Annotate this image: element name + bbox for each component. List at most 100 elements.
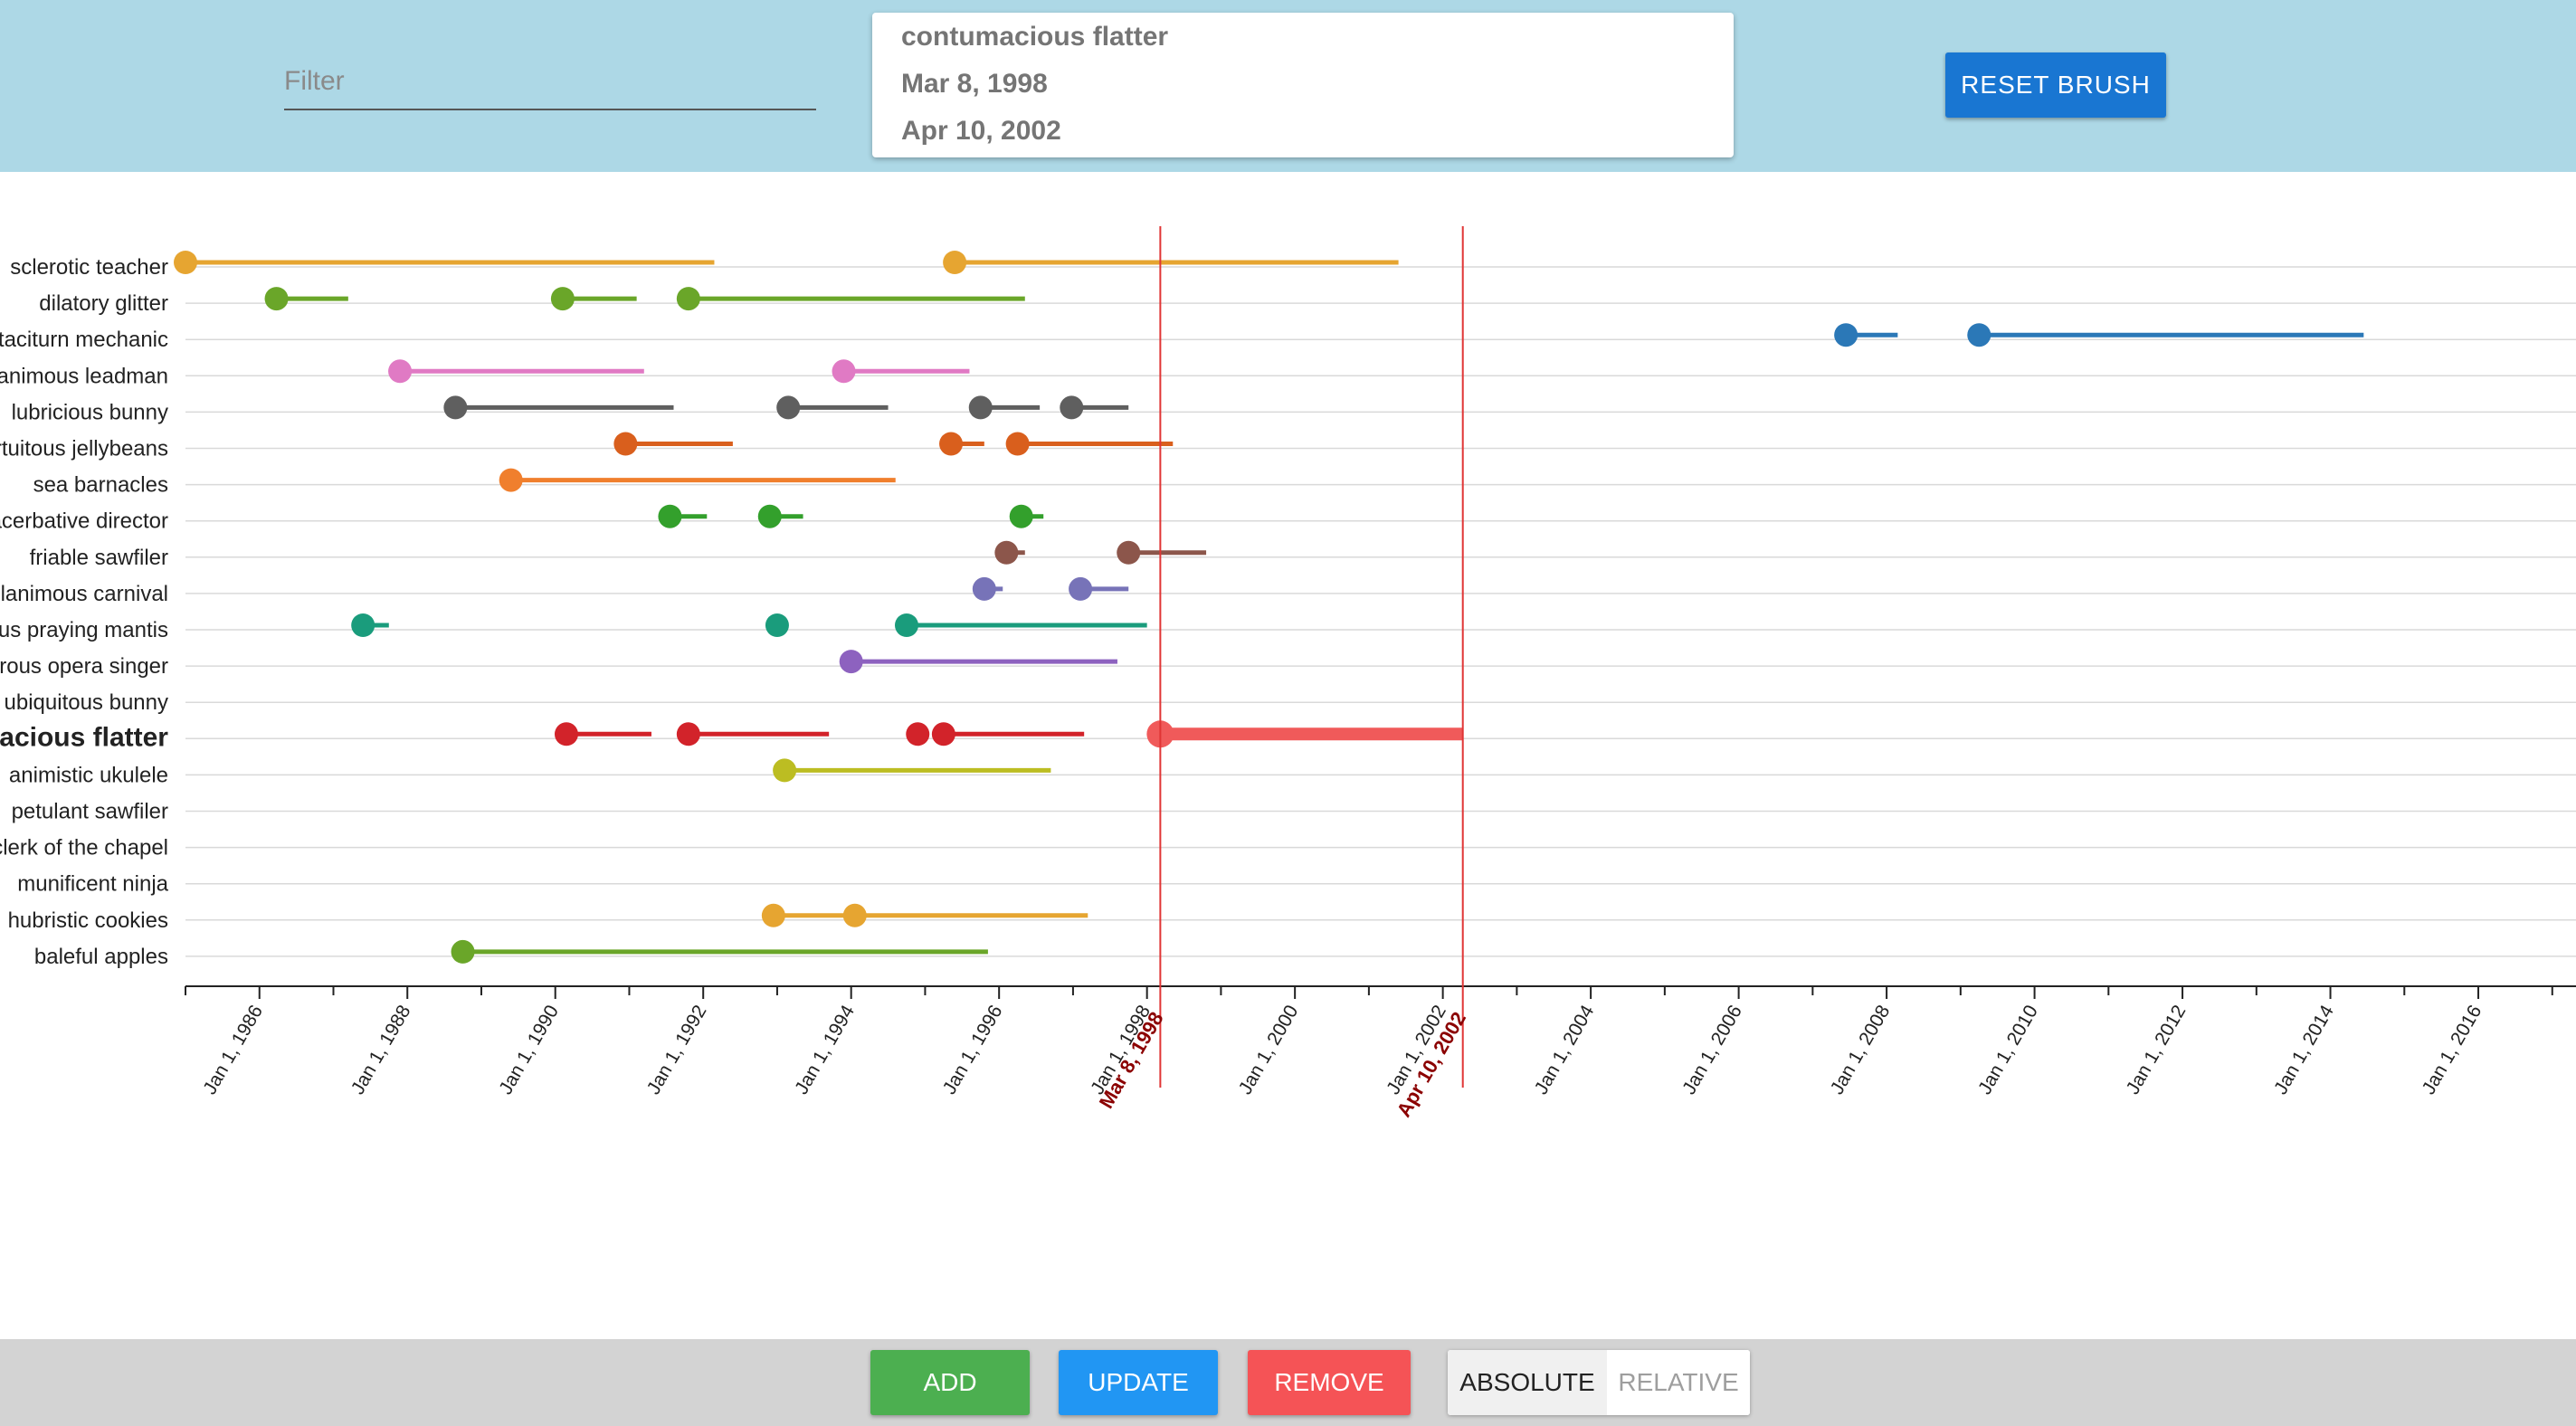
update-button[interactable]: UPDATE bbox=[1059, 1350, 1218, 1415]
x-tick-label: Jan 1, 1994 bbox=[791, 1002, 859, 1098]
x-tick-label: Jan 1, 1988 bbox=[347, 1002, 415, 1098]
event-marker[interactable] bbox=[351, 613, 375, 637]
reset-brush-button[interactable]: RESET BRUSH bbox=[1945, 52, 2166, 118]
event-marker[interactable] bbox=[906, 722, 930, 746]
event-marker[interactable] bbox=[939, 432, 964, 456]
row-label[interactable]: sea barnacles bbox=[33, 473, 168, 498]
row-label[interactable]: lubricious bunny bbox=[12, 400, 168, 424]
timeline-row: hubristic cookies bbox=[8, 903, 2576, 933]
event-marker[interactable] bbox=[1069, 576, 1093, 601]
event-marker[interactable] bbox=[1117, 540, 1141, 565]
row-label[interactable]: munificent ninja bbox=[17, 872, 168, 897]
timeline-row: taciturn mechanic bbox=[0, 323, 2576, 352]
row-label[interactable]: contumacious flatter bbox=[0, 722, 168, 752]
timeline-row: clerk of the chapel bbox=[0, 836, 2576, 860]
remove-button[interactable]: REMOVE bbox=[1248, 1350, 1411, 1415]
event-marker[interactable] bbox=[264, 287, 289, 311]
x-axis: Jan 1, 1986 Jan 1, 1988 Jan 1, 1990 Jan 1, … bbox=[185, 985, 2576, 1098]
row-label[interactable]: ubiquitous bunny bbox=[5, 690, 168, 715]
timeline-chart[interactable]: sclerotic teacher dilatory glitter tacitur… bbox=[0, 172, 2576, 1339]
event-marker[interactable] bbox=[943, 251, 967, 274]
x-tick-label: Jan 1, 2000 bbox=[1235, 1002, 1303, 1098]
row-label[interactable]: hubristic cookies bbox=[8, 908, 168, 933]
selection-name: contumacious flatter bbox=[901, 22, 1169, 52]
event-marker[interactable] bbox=[931, 722, 955, 746]
filter-input[interactable] bbox=[284, 54, 816, 110]
timeline-row: exacerbative director bbox=[0, 504, 2576, 534]
x-tick-label: Jan 1, 2004 bbox=[1531, 1002, 1599, 1098]
filter-field[interactable] bbox=[284, 54, 816, 112]
x-tick-label: Jan 1, 1990 bbox=[495, 1002, 563, 1098]
timeline-row: obstreperous opera singer bbox=[0, 650, 2576, 679]
row-label[interactable]: petulant sawfiler bbox=[12, 800, 168, 824]
event-marker[interactable] bbox=[613, 432, 638, 456]
row-label[interactable]: pusillanimous leadman bbox=[0, 364, 168, 388]
timeline-row: sclerotic teacher bbox=[10, 251, 2576, 280]
add-button[interactable]: ADD bbox=[870, 1350, 1030, 1415]
timeline-row: animistic ukulele bbox=[9, 758, 2576, 787]
event-marker[interactable] bbox=[994, 540, 1019, 565]
event-marker[interactable] bbox=[761, 903, 785, 927]
timeline-row: sea barnacles bbox=[33, 468, 2576, 498]
row-label[interactable]: obstreperous opera singer bbox=[0, 654, 168, 679]
x-tick-label: Jan 1, 2010 bbox=[1974, 1002, 2042, 1098]
x-tick-label: Jan 1, 2012 bbox=[2123, 1002, 2191, 1098]
row-label[interactable]: friable sawfiler bbox=[30, 546, 168, 570]
event-marker[interactable] bbox=[894, 613, 918, 637]
event-marker[interactable] bbox=[451, 939, 475, 964]
x-tick-label: Jan 1, 2006 bbox=[1678, 1002, 1746, 1098]
event-marker[interactable] bbox=[839, 650, 863, 674]
row-label[interactable]: fortuitous jellybeans bbox=[0, 437, 168, 461]
event-marker[interactable] bbox=[1005, 432, 1030, 456]
timeline-row: dilatory glitter bbox=[39, 287, 2576, 316]
timeline-row: petulant sawfiler bbox=[12, 800, 2576, 824]
timeline-row: munificent ninja bbox=[17, 872, 2576, 897]
event-marker[interactable] bbox=[554, 722, 578, 746]
row-label[interactable]: pusillanimous carnival bbox=[0, 582, 168, 606]
row-label[interactable]: taciturn mechanic bbox=[0, 328, 168, 352]
event-marker[interactable] bbox=[757, 504, 782, 528]
event-marker[interactable] bbox=[972, 576, 996, 601]
event-marker[interactable] bbox=[499, 468, 523, 492]
x-tick-label: Jan 1, 1992 bbox=[643, 1002, 711, 1098]
relative-mode-button[interactable]: RELATIVE bbox=[1607, 1350, 1750, 1415]
selection-start-date: Mar 8, 1998 bbox=[901, 69, 1048, 99]
absolute-mode-button[interactable]: ABSOLUTE bbox=[1448, 1350, 1607, 1415]
x-tick-label: Jan 1, 1996 bbox=[939, 1002, 1007, 1098]
row-label[interactable]: dilatory glitter bbox=[39, 291, 168, 316]
row-label[interactable]: clerk of the chapel bbox=[0, 836, 168, 860]
event-marker[interactable] bbox=[676, 722, 700, 746]
timeline-row: pusillanimous leadman bbox=[0, 359, 2576, 388]
timeline-rows: sclerotic teacher dilatory glitter tacitur… bbox=[0, 251, 2576, 969]
x-tick-label: Jan 1, 2014 bbox=[2270, 1002, 2338, 1098]
event-marker[interactable] bbox=[776, 395, 801, 420]
event-marker[interactable] bbox=[773, 758, 797, 783]
row-label[interactable]: exacerbative director bbox=[0, 509, 168, 534]
timeline-row: pestiferous praying mantis bbox=[0, 613, 2576, 642]
footer-bar: ADD UPDATE REMOVE ABSOLUTE RELATIVE bbox=[0, 1339, 2576, 1426]
timeline-row: ubiquitous bunny bbox=[5, 690, 2576, 715]
event-marker[interactable] bbox=[550, 287, 575, 311]
event-marker[interactable] bbox=[968, 395, 993, 420]
timeline-row: friable sawfiler bbox=[30, 540, 2576, 570]
event-marker[interactable] bbox=[174, 251, 197, 274]
selection-info-card: contumacious flatter Mar 8, 1998 Apr 10,… bbox=[872, 13, 1734, 157]
event-marker[interactable] bbox=[842, 903, 867, 927]
event-marker[interactable] bbox=[676, 287, 700, 311]
event-marker[interactable] bbox=[388, 359, 413, 384]
row-label[interactable]: animistic ukulele bbox=[9, 763, 168, 787]
row-label[interactable]: baleful apples bbox=[34, 945, 168, 969]
event-marker[interactable] bbox=[1834, 323, 1858, 347]
x-tick-label: Jan 1, 1986 bbox=[199, 1002, 267, 1098]
header-bar: contumacious flatter Mar 8, 1998 Apr 10,… bbox=[0, 0, 2576, 172]
event-marker[interactable] bbox=[658, 504, 682, 528]
event-marker[interactable] bbox=[832, 359, 856, 384]
row-label[interactable]: sclerotic teacher bbox=[10, 255, 168, 280]
event-marker[interactable] bbox=[1967, 323, 1991, 347]
event-marker[interactable] bbox=[443, 395, 468, 420]
row-label[interactable]: pestiferous praying mantis bbox=[0, 618, 168, 642]
event-marker[interactable] bbox=[765, 613, 789, 637]
event-marker[interactable] bbox=[1009, 504, 1033, 528]
event-marker[interactable] bbox=[1060, 395, 1084, 420]
timeline-row: pusillanimous carnival bbox=[0, 576, 2576, 606]
